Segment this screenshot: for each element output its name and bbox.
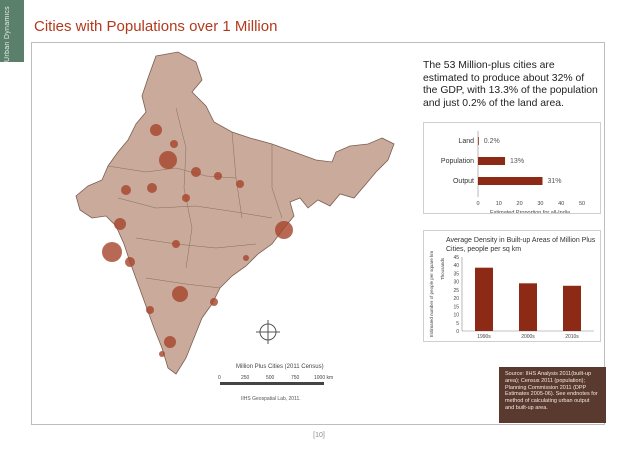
bar [478, 137, 479, 145]
y-tick-label: 0 [456, 329, 459, 335]
x-tick-label: 10 [496, 201, 502, 207]
y-tick-label: 10 [453, 313, 459, 319]
map-scale-labels: 0 250 500 750 1000 km [218, 375, 333, 381]
y-tick-label: 30 [453, 280, 459, 286]
bar [478, 157, 506, 165]
section-tab-label: Urban Dynamics [4, 6, 11, 62]
map-scale-bar [220, 382, 324, 385]
y-tick-label: 35 [453, 271, 459, 277]
page-title: Cities with Populations over 1 Million [34, 18, 278, 35]
map-credit: IIHS Geospatial Lab, 2011. [241, 396, 301, 402]
map-legend-title: Million Plus Cities (2011 Census) [236, 364, 324, 370]
map-scale-label: 0 [218, 375, 221, 381]
density-chart-box: Average Density in Built-up Areas of Mil… [423, 230, 601, 342]
category-label: 2000s [521, 334, 535, 340]
y-axis-label: Estimated number of people per square km [429, 251, 434, 338]
map-scale-label: 500 [266, 375, 275, 381]
map-shape [75, 51, 395, 375]
india-map: Million Plus Cities (2011 Census) 0 250 … [75, 51, 395, 402]
x-tick-label: 30 [537, 201, 543, 207]
density-chart-title: Average Density in Built-up Areas of Mil… [446, 237, 596, 253]
category-label: 1990s [477, 334, 491, 340]
y-tick-label: 45 [453, 255, 459, 261]
compass-icon [256, 320, 280, 344]
bar [563, 285, 581, 331]
value-label: 31% [547, 178, 561, 185]
x-tick-label: 50 [579, 201, 585, 207]
category-label: Output [453, 178, 474, 185]
value-label: 0.2% [484, 138, 500, 145]
map-scale-label: 750 [291, 375, 300, 381]
y-tick-label: 25 [453, 288, 459, 294]
x-axis-label: Estimated Proportion for all-India [490, 210, 571, 213]
map-scale-label: 1000 km [314, 375, 333, 381]
page-number: [10] [313, 432, 325, 439]
section-tab: Urban Dynamics [0, 0, 24, 62]
y-unit-label: Thousands [440, 257, 445, 280]
y-tick-label: 40 [453, 263, 459, 269]
density-chart: 0 5 10 15 20 25 30 35 40 45 Estimated number of pe… [429, 251, 594, 340]
share-chart: 0 10 20 30 40 50 Estimated Proportion for all-… [441, 131, 585, 216]
bar [519, 283, 537, 331]
city-markers [102, 124, 293, 357]
bar [475, 267, 493, 331]
category-label: Land [458, 138, 474, 145]
share-chart-box: 0 10 20 30 40 50 Estimated Proportion for all-… [423, 122, 601, 216]
intro-text: The 53 Million-plus cities are estimated… [423, 60, 598, 109]
category-label: 2010s [565, 334, 579, 340]
source-note: Source: IIHS Analysis 2011(built-up area… [499, 367, 606, 423]
x-tick-label: 0 [476, 201, 479, 207]
y-tick-label: 5 [456, 321, 459, 327]
x-tick-label: 20 [517, 201, 523, 207]
y-tick-label: 15 [453, 304, 459, 310]
value-label: 13% [510, 158, 524, 165]
category-label: Population [441, 158, 474, 165]
y-tick-label: 20 [453, 296, 459, 302]
content-frame [31, 42, 605, 425]
map-scale-label: 250 [241, 375, 250, 381]
x-tick-label: 40 [558, 201, 564, 207]
bar [478, 177, 543, 185]
